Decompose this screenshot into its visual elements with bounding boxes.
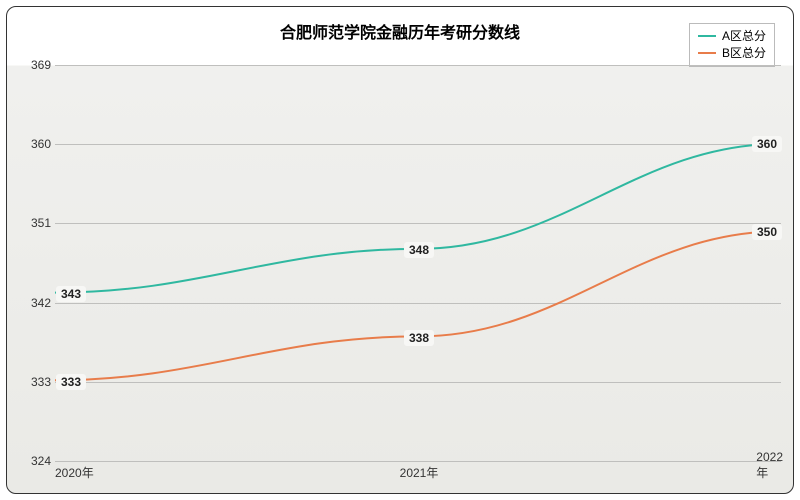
legend-swatch-1 bbox=[698, 52, 716, 54]
data-point-label: 348 bbox=[404, 242, 434, 258]
legend: A区总分 B区总分 bbox=[689, 23, 775, 67]
chart-title: 合肥师范学院金融历年考研分数线 bbox=[280, 19, 520, 43]
legend-swatch-0 bbox=[698, 35, 716, 37]
plot-area: 343 348 360 333 338 350 bbox=[55, 65, 781, 459]
y-tick-label: 333 bbox=[21, 375, 51, 389]
data-point-label: 343 bbox=[56, 286, 86, 302]
gridline bbox=[55, 461, 781, 462]
legend-item-1: B区总分 bbox=[698, 45, 766, 62]
y-tick-label: 369 bbox=[21, 58, 51, 72]
y-tick-label: 351 bbox=[21, 216, 51, 230]
series-line bbox=[55, 144, 781, 293]
chart-inner: 合肥师范学院金融历年考研分数线 A区总分 B区总分 324 333 342 351 36… bbox=[6, 6, 794, 494]
legend-item-0: A区总分 bbox=[698, 28, 766, 45]
legend-label-1: B区总分 bbox=[722, 45, 766, 62]
x-tick-label: 2020年 bbox=[55, 464, 94, 481]
legend-label-0: A区总分 bbox=[722, 28, 766, 45]
chart-container: 合肥师范学院金融历年考研分数线 A区总分 B区总分 324 333 342 351 36… bbox=[0, 0, 800, 500]
data-point-label: 360 bbox=[752, 136, 782, 152]
y-tick-label: 342 bbox=[21, 296, 51, 310]
y-tick-label: 360 bbox=[21, 137, 51, 151]
chart-lines bbox=[55, 65, 781, 459]
data-point-label: 350 bbox=[752, 224, 782, 240]
data-point-label: 338 bbox=[404, 330, 434, 346]
x-tick-label: 2021年 bbox=[400, 464, 439, 481]
y-tick-label: 324 bbox=[21, 454, 51, 468]
data-point-label: 333 bbox=[56, 374, 86, 390]
